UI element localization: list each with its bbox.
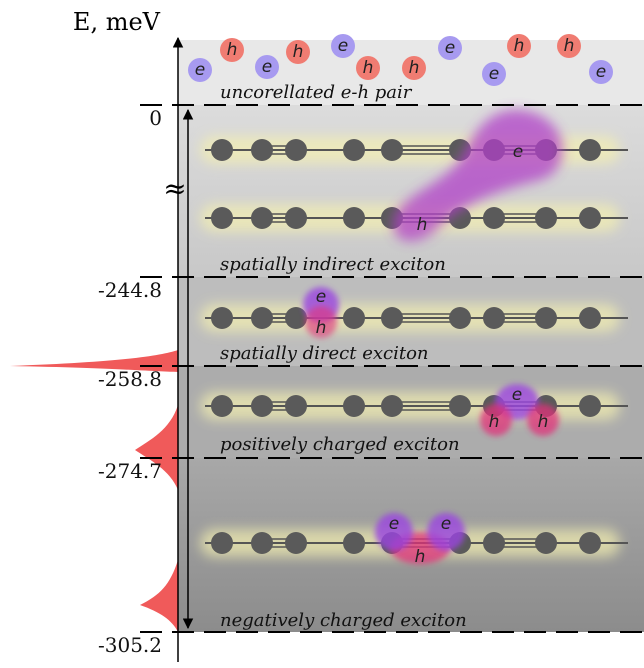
carrier-label: e: [338, 36, 348, 56]
state-label: spatially direct exciton: [220, 343, 429, 364]
atom: [343, 307, 365, 329]
level-label: -258.8: [98, 367, 162, 391]
carrier-label: h: [417, 215, 428, 235]
atom: [211, 532, 233, 554]
carrier-label: e: [389, 514, 399, 534]
atom: [343, 395, 365, 417]
atom: [251, 532, 273, 554]
spectrum: [140, 560, 178, 632]
atom: [579, 532, 601, 554]
atom: [285, 139, 307, 161]
carrier-label: e: [489, 64, 499, 84]
atom: [343, 207, 365, 229]
carrier-label: e: [445, 38, 455, 58]
carrier-label: h: [409, 58, 420, 78]
atom: [251, 395, 273, 417]
state-label: uncorellated e-h pair: [220, 82, 413, 103]
atom: [343, 532, 365, 554]
carrier-label: e: [195, 60, 205, 80]
carrier-label: h: [514, 36, 525, 56]
atom: [251, 139, 273, 161]
level-label: -244.8: [98, 278, 162, 302]
state-label: negatively charged exciton: [220, 610, 467, 631]
carrier-label: h: [415, 547, 426, 567]
atom: [579, 307, 601, 329]
level-label: 0: [149, 106, 162, 130]
atom: [483, 532, 505, 554]
atom: [449, 307, 471, 329]
atom: [381, 307, 403, 329]
atom: [535, 307, 557, 329]
carrier-label: h: [489, 412, 500, 432]
atom: [211, 139, 233, 161]
atom: [285, 395, 307, 417]
carrier-label: h: [538, 412, 549, 432]
carrier-label: e: [262, 57, 272, 77]
axis-break: ≈: [163, 172, 186, 205]
diagram: E, meV ≈ 0-244.8-258.8-274.7-305.2eheheh…: [0, 0, 644, 668]
carrier-label: e: [596, 62, 606, 82]
atom: [535, 207, 557, 229]
atom: [381, 139, 403, 161]
atom: [251, 307, 273, 329]
carrier-label: e: [512, 385, 522, 405]
atom: [483, 207, 505, 229]
level-label: -305.2: [98, 633, 162, 657]
band: [178, 105, 644, 277]
carrier-label: e: [513, 142, 523, 162]
state-label: spatially indirect exciton: [220, 254, 446, 275]
atom: [285, 532, 307, 554]
carrier-label: h: [363, 58, 374, 78]
atom: [579, 395, 601, 417]
carrier-label: h: [316, 318, 327, 338]
atom: [211, 207, 233, 229]
atom: [211, 395, 233, 417]
carrier-label: h: [293, 42, 304, 62]
atom: [343, 139, 365, 161]
atom: [449, 395, 471, 417]
atom: [535, 532, 557, 554]
atom: [483, 307, 505, 329]
carrier-label: h: [564, 36, 575, 56]
level-label: -274.7: [98, 459, 162, 483]
atom: [251, 207, 273, 229]
atom: [381, 395, 403, 417]
state-label: positively charged exciton: [220, 434, 460, 455]
atom: [211, 307, 233, 329]
atom: [579, 139, 601, 161]
carrier-label: e: [441, 514, 451, 534]
carrier-label: h: [227, 40, 238, 60]
carrier-label: e: [316, 287, 326, 307]
axis-label: E, meV: [73, 8, 161, 36]
atom: [285, 307, 307, 329]
atom: [285, 207, 307, 229]
atom: [579, 207, 601, 229]
